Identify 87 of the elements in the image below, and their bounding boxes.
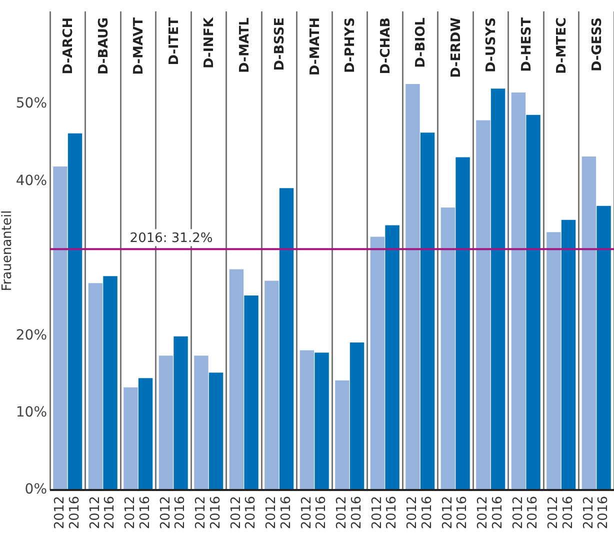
bar xyxy=(546,232,561,490)
text: 2012 xyxy=(158,496,174,530)
y-tick-label: 50% xyxy=(16,96,47,112)
text: 2012 xyxy=(476,496,491,530)
text: 2016 xyxy=(490,496,506,530)
text: 2012 xyxy=(299,496,314,530)
text: 2012 xyxy=(88,496,103,530)
bar xyxy=(279,188,294,490)
x-tick-label: D-INFK xyxy=(202,16,217,69)
text: 2016 xyxy=(455,496,470,530)
x-tick-label: D-GESS xyxy=(590,17,605,72)
text: 2012 xyxy=(440,496,456,530)
bar xyxy=(406,84,420,490)
x-tick-label: D-BAUG xyxy=(96,17,112,75)
x-tick-label: D-USYS xyxy=(484,17,499,73)
text: 2016 xyxy=(173,496,188,530)
text: 2016 xyxy=(244,496,259,530)
text: 2016 xyxy=(384,496,400,530)
text: 2012 xyxy=(581,496,596,530)
bar xyxy=(335,380,350,490)
text: 2016 xyxy=(560,496,576,530)
bar xyxy=(194,356,208,490)
bar xyxy=(511,92,526,490)
bar xyxy=(68,133,82,490)
x-tick-label: D-PHYS xyxy=(343,17,358,74)
x-tick-label: D-MTEC xyxy=(554,17,570,74)
bar xyxy=(596,206,611,490)
bar xyxy=(385,225,400,490)
bar xyxy=(456,157,470,490)
text: 2012 xyxy=(546,496,562,530)
x-tick-label: D-ITET xyxy=(166,17,182,66)
bar xyxy=(526,114,540,490)
bar xyxy=(582,156,596,490)
x-tick-label: D-MATL xyxy=(237,17,252,73)
x-tick-label: D-BIOL xyxy=(414,17,428,68)
bar xyxy=(244,295,258,490)
text: 2012 xyxy=(52,496,68,530)
bar xyxy=(138,378,153,490)
text: 2012 xyxy=(510,496,526,530)
text: 2012 xyxy=(228,496,244,530)
x-tick-label: D-CHAB xyxy=(378,17,394,74)
text: 2016 xyxy=(314,496,330,530)
bar xyxy=(350,342,364,490)
bar xyxy=(264,280,279,490)
bar xyxy=(229,269,244,490)
text: 2016 xyxy=(138,496,153,530)
bar xyxy=(561,220,576,490)
text: 2016 xyxy=(208,496,224,530)
text: 2016 xyxy=(596,496,612,530)
text: 2012 xyxy=(264,496,280,530)
x-tick-label: D-MAVT xyxy=(132,17,146,75)
x-tick-label: D-HEST xyxy=(519,17,534,72)
text: 2016 xyxy=(102,496,118,530)
bar xyxy=(440,207,456,490)
bar xyxy=(476,120,490,490)
x-tick-label: D-MATH xyxy=(308,17,323,76)
ref-line-label: 2016: 31.2% xyxy=(130,231,213,246)
text: 2016 xyxy=(67,496,82,530)
y-axis-title: Frauenanteil xyxy=(0,210,16,292)
y-tick-label: 40% xyxy=(16,172,47,189)
text: 2012 xyxy=(123,496,138,530)
bar xyxy=(103,276,118,490)
text: 2016 xyxy=(278,496,294,530)
text: 2012 xyxy=(370,496,385,530)
bar xyxy=(300,350,314,490)
text: 2016 xyxy=(420,496,435,530)
text: 2016 xyxy=(349,496,364,530)
bar xyxy=(208,372,224,490)
y-tick-label: 20% xyxy=(16,327,47,344)
x-tick-label: D-ARCH xyxy=(61,17,76,74)
bar xyxy=(174,336,188,490)
y-tick-label: 0% xyxy=(24,482,47,498)
bar xyxy=(490,88,506,490)
text: 2012 xyxy=(194,496,209,530)
bar xyxy=(124,387,138,490)
bar xyxy=(370,236,385,490)
text: 2016 xyxy=(526,496,541,530)
bar xyxy=(420,132,435,490)
text: 2012 xyxy=(405,496,420,530)
bar xyxy=(53,166,68,490)
y-tick-label: 10% xyxy=(16,404,47,420)
bar xyxy=(88,283,103,490)
x-tick-label: D-ERDW xyxy=(448,17,464,78)
x-tick-label: D-BSSE xyxy=(272,17,288,71)
bar xyxy=(314,352,329,490)
text: 2012 xyxy=(334,496,350,530)
bar xyxy=(158,356,174,490)
